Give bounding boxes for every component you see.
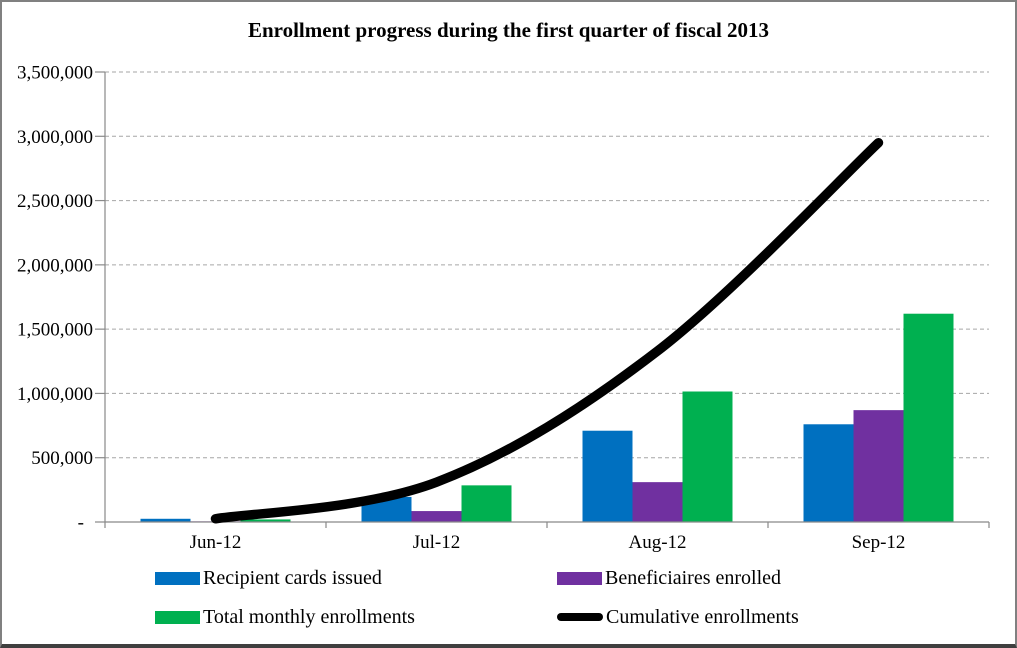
axes xyxy=(95,71,990,528)
x-tick-label-aug-12: Aug-12 xyxy=(628,532,686,553)
y-tick-label: 3,500,000 xyxy=(17,63,93,84)
legend-item-cumulative-enrollments: Cumulative enrollments xyxy=(557,605,799,629)
bars-recipient-cards-issued xyxy=(140,424,854,522)
plot-area: 3,500,000 3,000,000 2,500,000 2,000,000 1,50… xyxy=(17,63,990,553)
bar-total-monthly-enrollments-jul-12 xyxy=(461,485,512,522)
y-tick-label: 2,000,000 xyxy=(17,255,93,276)
chart-title: Enrollment progress during the first qua… xyxy=(247,18,770,42)
bar-total-monthly-enrollments-aug-12 xyxy=(682,391,733,522)
y-tick-label: 1,000,000 xyxy=(17,384,93,405)
x-tick-label-jun-12: Jun-12 xyxy=(190,532,242,553)
bars-total-monthly-enrollments xyxy=(240,313,954,522)
legend-label-total-monthly-enrollments: Total monthly enrollments xyxy=(203,605,415,628)
legend-swatch-beneficiaires-enrolled xyxy=(557,571,602,585)
x-tick-label-sep-12: Sep-12 xyxy=(852,532,906,553)
bar-total-monthly-enrollments-sep-12 xyxy=(903,313,954,522)
line-cumulative-enrollments xyxy=(210,137,884,524)
bar-total-monthly-enrollments-jun-12 xyxy=(240,519,291,522)
gridlines xyxy=(105,71,989,459)
x-axis-labels: Jun-12 Jul-12 Aug-12 Sep-12 xyxy=(190,532,906,553)
bar-beneficiaires-enrolled-aug-12 xyxy=(632,482,683,522)
bar-recipient-cards-issued-aug-12 xyxy=(582,430,633,522)
legend-item-recipient-cards-issued: Recipient cards issued xyxy=(155,566,382,590)
bar-beneficiaires-enrolled-sep-12 xyxy=(853,410,904,522)
y-tick-label: 2,500,000 xyxy=(17,191,93,212)
bar-recipient-cards-issued-jun-12 xyxy=(140,518,191,522)
y-tick-label: 500,000 xyxy=(31,448,93,469)
y-axis-labels: 3,500,000 3,000,000 2,500,000 2,000,000 1,50… xyxy=(17,63,93,534)
y-tick-label: - xyxy=(78,513,84,534)
bar-recipient-cards-issued-sep-12 xyxy=(803,424,854,522)
legend-swatch-total-monthly-enrollments xyxy=(155,610,200,624)
legend-item-beneficiaires-enrolled: Beneficiaires enrolled xyxy=(557,566,781,590)
x-tick-label-jul-12: Jul-12 xyxy=(413,532,461,553)
legend-item-total-monthly-enrollments: Total monthly enrollments xyxy=(155,605,415,629)
legend-label-beneficiaires-enrolled: Beneficiaires enrolled xyxy=(605,566,782,589)
y-tick-label: 1,500,000 xyxy=(17,320,93,341)
legend-swatch-cumulative-enrollments-line xyxy=(557,613,603,621)
legend-label-cumulative-enrollments: Cumulative enrollments xyxy=(606,605,799,628)
legend-swatch-recipient-cards-issued xyxy=(155,571,200,585)
y-tick-label: 3,000,000 xyxy=(17,127,93,148)
bars-beneficiaires-enrolled xyxy=(190,410,904,522)
legend-label-recipient-cards-issued: Recipient cards issued xyxy=(203,566,382,589)
bar-beneficiaires-enrolled-jul-12 xyxy=(411,511,462,522)
